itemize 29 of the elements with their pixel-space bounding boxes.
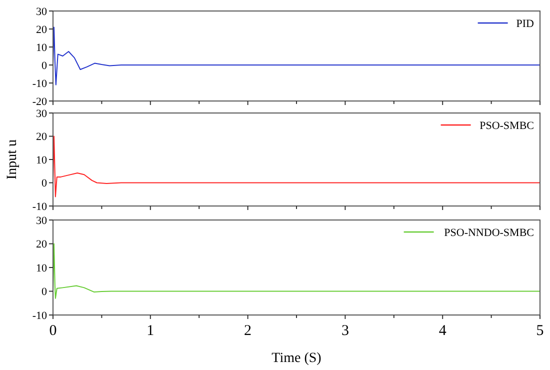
y-tick-label: 0 [42, 60, 48, 72]
x-tick-label: 3 [341, 323, 349, 339]
line-series [53, 136, 540, 198]
y-tick-label: -20 [32, 96, 48, 108]
x-tick-label: 5 [536, 323, 544, 339]
y-tick-label: 20 [36, 24, 48, 36]
line-series [53, 243, 540, 299]
x-axis-title: Time (S) [272, 351, 322, 366]
y-tick-label: 10 [36, 154, 48, 166]
y-tick-label: 20 [36, 131, 48, 144]
y-tick-label: 10 [36, 262, 48, 274]
y-tick-label: 30 [36, 108, 48, 120]
x-tick-label: 2 [244, 323, 252, 339]
line-series [53, 26, 540, 86]
y-tick-label: 10 [36, 42, 48, 54]
y-tick-label: -10 [32, 200, 48, 213]
y-tick-label: 0 [42, 178, 48, 190]
y-tick-label: 20 [36, 238, 48, 251]
y-axis-title: Input u [5, 139, 20, 180]
legend-label: PSO-SMBC [480, 120, 534, 132]
x-tick-label: 4 [438, 323, 447, 339]
x-tick-label: 1 [146, 323, 154, 339]
y-tick-label: 30 [36, 214, 48, 227]
legend-label: PID [516, 18, 534, 30]
y-tick-label: 30 [36, 6, 48, 18]
y-tick-label: -10 [32, 78, 48, 90]
y-tick-label: 0 [42, 286, 48, 298]
legend-label: PSO-NNDO-SMBC [444, 226, 534, 239]
y-tick-label: -10 [32, 310, 48, 322]
